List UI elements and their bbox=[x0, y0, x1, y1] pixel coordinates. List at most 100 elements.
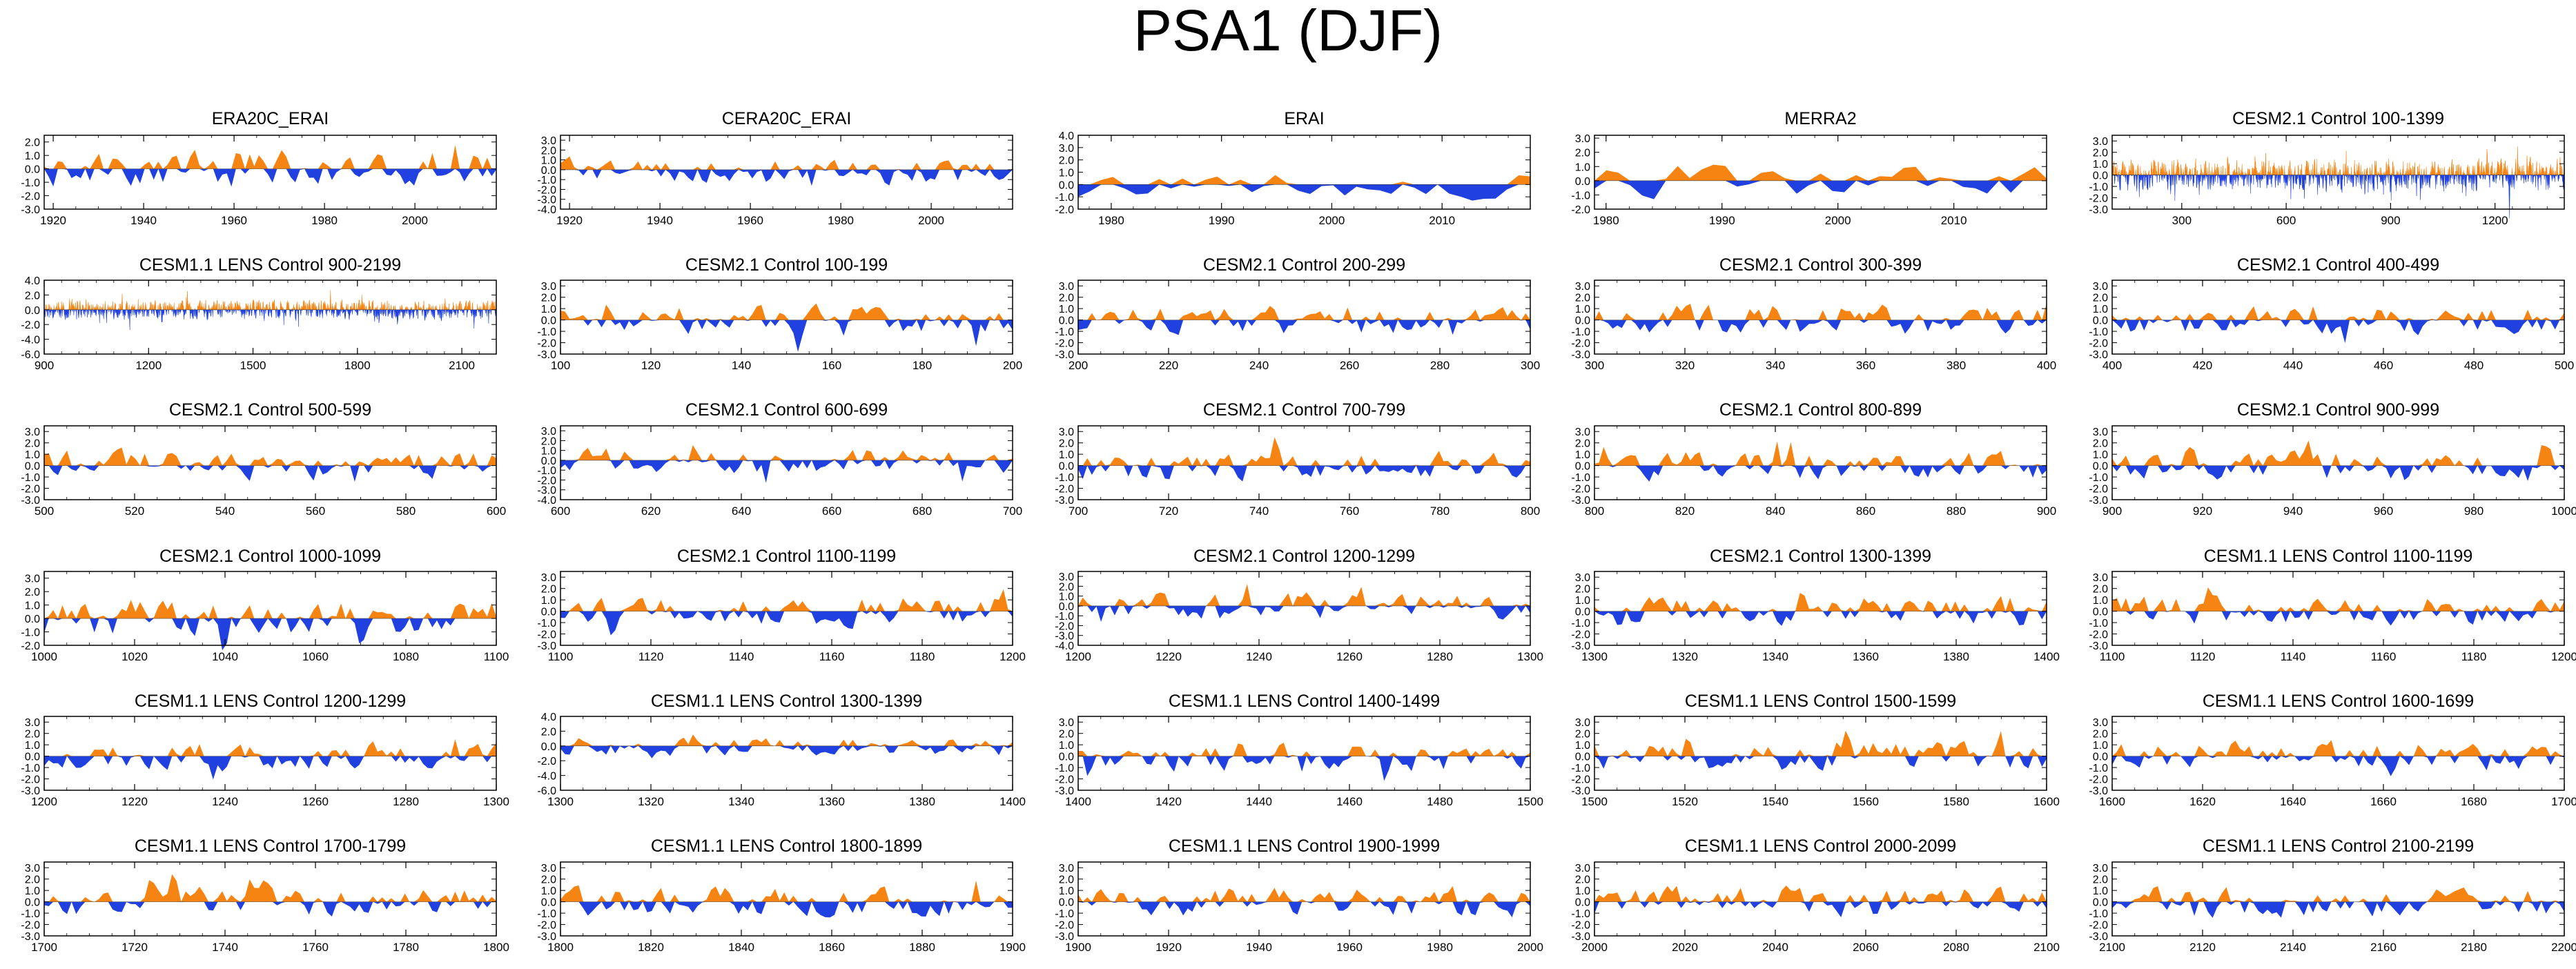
y-tick-label: -1.0 bbox=[2089, 326, 2108, 338]
positive-area bbox=[44, 600, 496, 619]
x-tick-label: 1000 bbox=[31, 650, 57, 663]
y-tick-label: 1.0 bbox=[25, 600, 40, 612]
y-tick-label: -3.0 bbox=[1571, 349, 1590, 361]
x-tick-label: 240 bbox=[1249, 359, 1269, 372]
y-tick-label: 0.0 bbox=[1575, 315, 1590, 327]
x-tick-label: 1180 bbox=[2461, 650, 2487, 663]
x-tick-label: 780 bbox=[1430, 505, 1450, 518]
y-tick-label: -1.0 bbox=[21, 472, 40, 484]
x-tick-label: 600 bbox=[2276, 214, 2296, 227]
y-tick-label: 0.0 bbox=[2093, 752, 2108, 763]
x-tick-label: 900 bbox=[35, 359, 54, 372]
x-tick-label: 500 bbox=[2555, 359, 2574, 372]
x-tick-label: 1200 bbox=[31, 795, 57, 808]
x-tick-label: 1800 bbox=[483, 941, 509, 954]
y-tick-label: -3.0 bbox=[1571, 931, 1590, 943]
y-tick-label: 1.0 bbox=[2093, 159, 2108, 170]
y-tick-label: -4.0 bbox=[537, 495, 556, 507]
y-tick-label: 2.0 bbox=[2093, 729, 2108, 741]
positive-area bbox=[43, 290, 497, 311]
y-tick-label: -1.0 bbox=[1055, 763, 1074, 774]
x-tick-label: 300 bbox=[2172, 214, 2192, 227]
negative-area bbox=[560, 320, 1013, 352]
negative-area bbox=[560, 169, 1013, 186]
y-tick-label: -1.0 bbox=[1055, 908, 1074, 920]
x-tick-label: 1480 bbox=[1427, 795, 1453, 808]
x-tick-label: 1760 bbox=[302, 941, 329, 954]
y-tick-label: 2.0 bbox=[25, 438, 40, 450]
y-tick-label: 0.0 bbox=[1059, 179, 1074, 191]
x-tick-label: 200 bbox=[1003, 359, 1022, 372]
y-tick-label: -1.0 bbox=[1055, 326, 1074, 338]
y-tick-label: 3.0 bbox=[25, 863, 40, 874]
y-tick-label: -3.0 bbox=[1571, 785, 1590, 797]
x-tick-label: 1640 bbox=[2280, 795, 2306, 808]
x-tick-label: 1120 bbox=[2190, 650, 2216, 663]
y-tick-label: 2.0 bbox=[2093, 438, 2108, 450]
y-tick-label: 3.0 bbox=[1575, 863, 1590, 874]
y-tick-label: 3.0 bbox=[2093, 572, 2108, 584]
y-tick-label: -2.0 bbox=[537, 756, 556, 767]
x-tick-label: 1580 bbox=[1943, 795, 1969, 808]
x-tick-label: 1320 bbox=[1672, 650, 1698, 663]
y-tick-label: 1.0 bbox=[2093, 304, 2108, 315]
x-tick-label: 1240 bbox=[212, 795, 238, 808]
y-tick-label: 3.0 bbox=[25, 427, 40, 438]
y-tick-label: -3.0 bbox=[2089, 785, 2108, 797]
y-tick-label: 3.0 bbox=[541, 426, 556, 438]
y-tick-label: -3.0 bbox=[1055, 785, 1074, 797]
x-tick-label: 2160 bbox=[2370, 941, 2397, 954]
x-tick-label: 300 bbox=[1585, 359, 1604, 372]
positive-area bbox=[44, 874, 496, 902]
y-tick-label: 4.0 bbox=[541, 712, 556, 723]
y-tick-label: 3.0 bbox=[2093, 281, 2108, 293]
x-tick-label: 900 bbox=[2381, 214, 2400, 227]
panel-title: CESM2.1 Control 1200-1299 bbox=[1193, 547, 1415, 566]
panel-title: CESM1.1 LENS Control 2100-2199 bbox=[2203, 836, 2474, 856]
negative-area bbox=[1078, 184, 1530, 201]
positive-area bbox=[2112, 740, 2564, 756]
plot-frame bbox=[2111, 280, 2565, 355]
x-tick-label: 1740 bbox=[212, 941, 238, 954]
y-tick-label: 2.0 bbox=[25, 290, 40, 302]
y-tick-label: -4.0 bbox=[1055, 640, 1074, 652]
y-tick-label: -2.0 bbox=[1055, 920, 1074, 932]
x-tick-label: 860 bbox=[1856, 505, 1875, 518]
y-tick-label: 2.0 bbox=[25, 137, 40, 149]
positive-area bbox=[560, 303, 1013, 320]
x-tick-label: 380 bbox=[1946, 359, 1966, 372]
negative-area bbox=[1078, 901, 1530, 917]
x-tick-label: 1980 bbox=[828, 214, 854, 227]
y-tick-label: 1.0 bbox=[25, 449, 40, 461]
positive-area bbox=[1078, 743, 1530, 756]
y-tick-label: -2.0 bbox=[1571, 774, 1590, 786]
negative-area bbox=[1594, 611, 2047, 626]
y-tick-label: -3.0 bbox=[1571, 495, 1590, 507]
y-tick-label: -4.0 bbox=[537, 771, 556, 783]
positive-area bbox=[2112, 886, 2564, 902]
negative-area bbox=[44, 901, 496, 917]
panel-16: CESM2.1 Control 1000-1099 3.0 2.0 1.0 0.0 -1.… bbox=[21, 547, 509, 663]
x-tick-label: 1200 bbox=[2482, 214, 2508, 227]
x-tick-label: 1300 bbox=[483, 795, 509, 808]
y-tick-label: 4.0 bbox=[1059, 130, 1074, 142]
y-tick-label: 2.0 bbox=[2093, 148, 2108, 159]
x-tick-label: 400 bbox=[2102, 359, 2122, 372]
y-tick-label: 1.0 bbox=[1059, 740, 1074, 752]
y-tick-label: 2.0 bbox=[1059, 729, 1074, 741]
y-tick-label: 0.0 bbox=[1575, 607, 1590, 618]
y-tick-label: -2.0 bbox=[21, 920, 40, 932]
x-tick-label: 1990 bbox=[1709, 214, 1735, 227]
y-tick-label: -6.0 bbox=[537, 785, 556, 797]
y-tick-label: -1.0 bbox=[1571, 763, 1590, 774]
y-tick-label: -3.0 bbox=[537, 349, 556, 361]
x-tick-label: 980 bbox=[2464, 505, 2484, 518]
panel-title: CESM1.1 LENS Control 1800-1899 bbox=[651, 836, 922, 856]
y-tick-label: -2.0 bbox=[2089, 920, 2108, 932]
x-tick-label: 1960 bbox=[221, 214, 247, 227]
x-tick-label: 360 bbox=[1856, 359, 1875, 372]
x-tick-label: 2020 bbox=[1672, 941, 1698, 954]
y-tick-label: -3.0 bbox=[2089, 931, 2108, 943]
